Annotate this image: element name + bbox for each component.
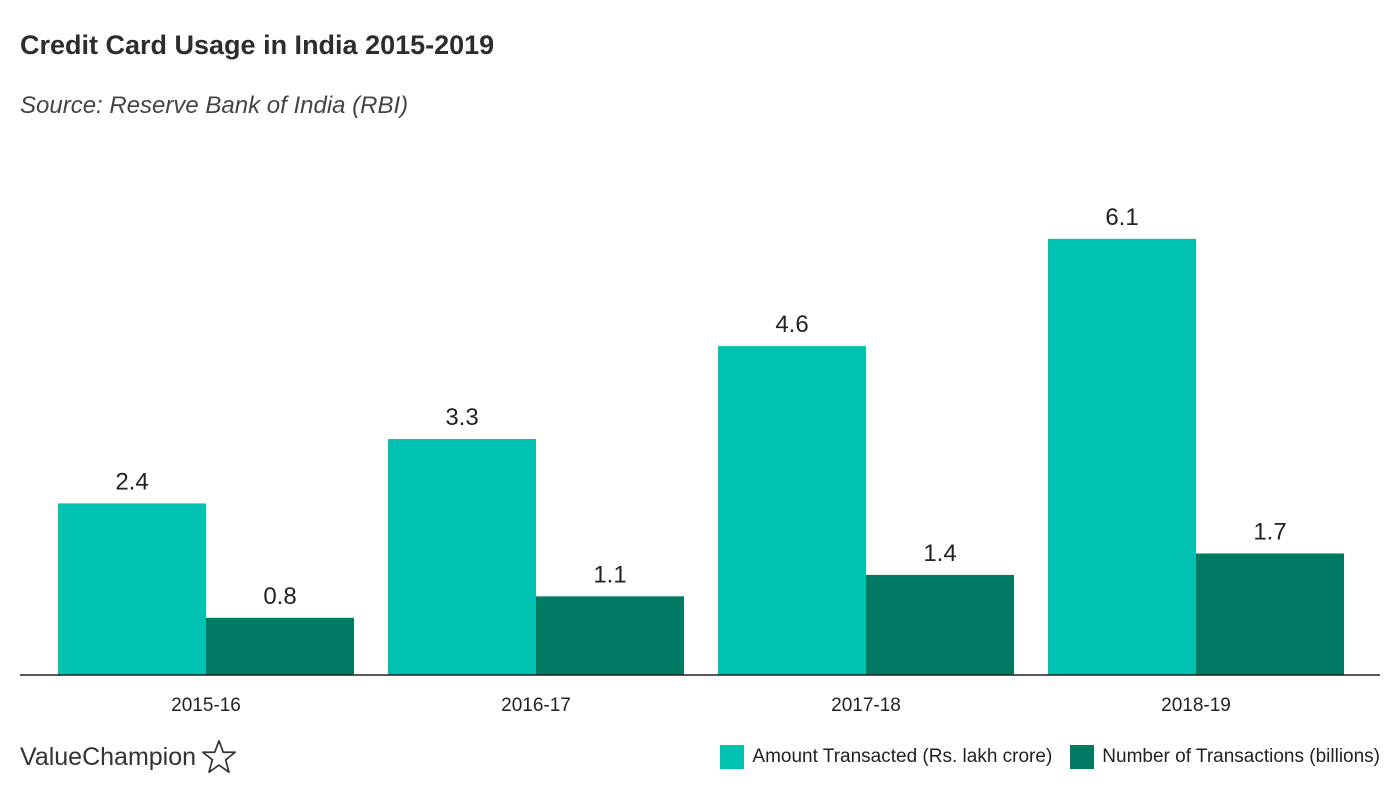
data-label-number-2016-17: 1.1 [593,561,626,588]
x-tick-label-2015-16: 2015-16 [171,695,241,716]
bar-amount-2018-19 [1048,238,1196,675]
x-tick-label-2016-17: 2016-17 [501,695,571,716]
data-label-amount-2015-16: 2.4 [115,468,148,495]
bar-amount-2017-18 [718,346,866,675]
bar-number-2016-17 [536,596,684,675]
logo-text: ValueChampion [20,742,197,771]
legend-item-amount: Amount Transacted (Rs. lakh crore) [720,745,1052,769]
valuechampion-logo: ValueChampion [20,732,238,782]
chart-legend: Amount Transacted (Rs. lakh crore) Numbe… [702,745,1380,769]
data-label-amount-2018-19: 6.1 [1105,204,1138,231]
bar-number-2018-19 [1196,553,1344,675]
star-outline-icon [202,739,237,774]
data-label-number-2015-16: 0.8 [263,583,296,610]
chart-title: Credit Card Usage in India 2015-2019 [20,30,495,60]
x-tick-label-2017-18: 2017-18 [831,695,901,716]
data-label-amount-2017-18: 4.6 [775,311,808,338]
legend-swatch-amount [720,745,745,769]
bar-number-2017-18 [866,574,1014,675]
bar-amount-2015-16 [58,503,206,675]
legend-label-amount: Amount Transacted (Rs. lakh crore) [752,746,1053,767]
data-label-number-2018-19: 1.7 [1253,518,1286,545]
legend-item-number: Number of Transactions (billions) [1070,745,1380,769]
legend-swatch-number [1070,745,1095,769]
legend-label-number: Number of Transactions (billions) [1102,746,1380,767]
chart-subtitle: Source: Reserve Bank of India (RBI) [20,92,409,119]
data-label-number-2017-18: 1.4 [923,540,956,567]
bar-number-2015-16 [206,617,354,675]
x-tick-label-2018-19: 2018-19 [1161,695,1231,716]
bar-amount-2016-17 [388,439,536,675]
data-label-amount-2016-17: 3.3 [445,404,478,431]
